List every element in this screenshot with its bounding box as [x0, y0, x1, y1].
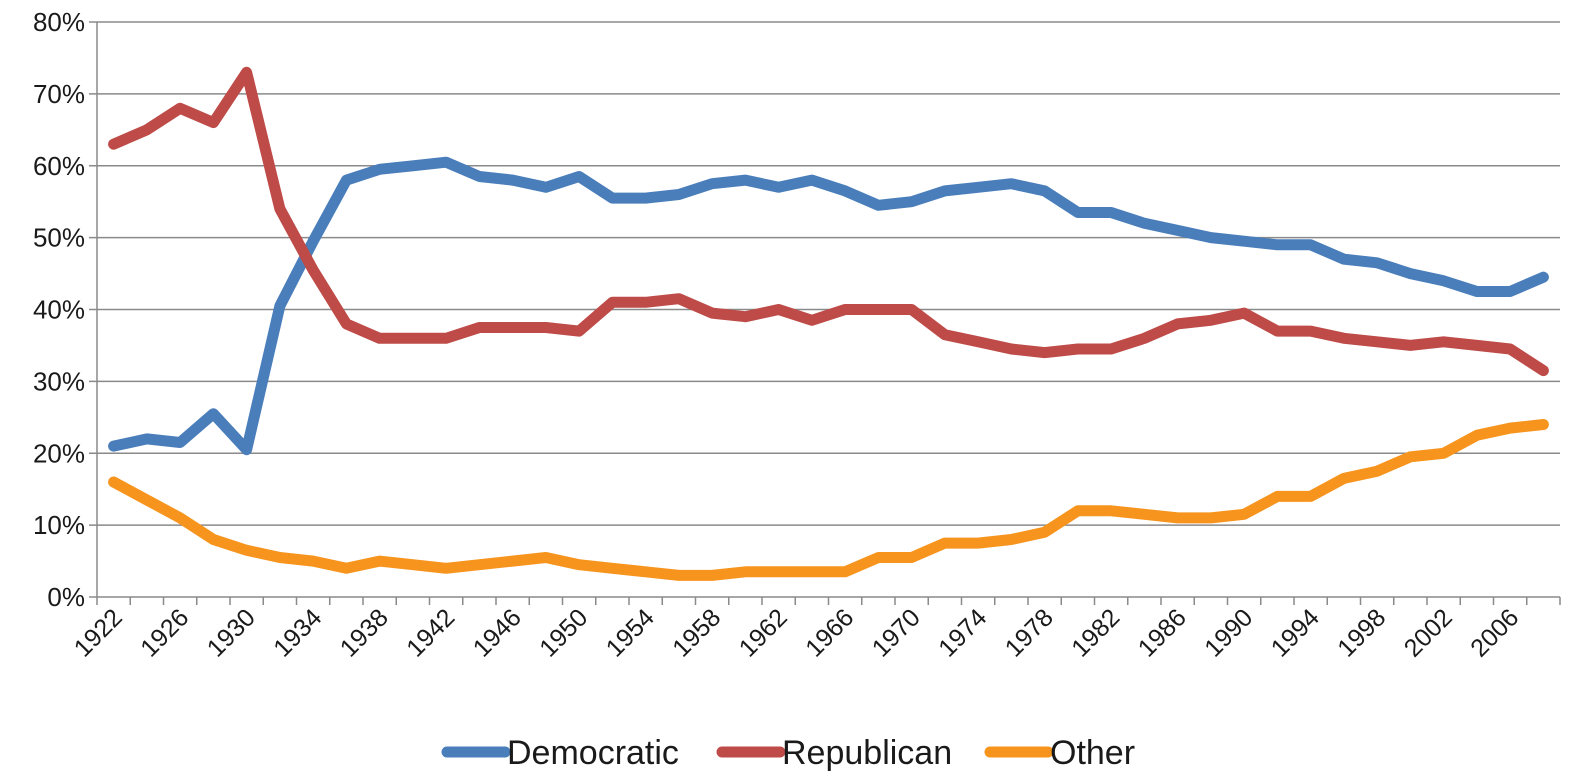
y-tick-label: 60% — [33, 151, 85, 181]
legend-label: Republican — [782, 734, 952, 772]
x-tick-label: 1926 — [135, 603, 194, 662]
x-tick-label: 1950 — [534, 603, 593, 662]
x-tick-label: 1958 — [667, 603, 726, 662]
x-tick-label: 1986 — [1133, 603, 1192, 662]
x-tick-label: 2002 — [1399, 603, 1458, 662]
legend-item-other: Other — [984, 734, 1135, 772]
y-tick-label: 50% — [33, 223, 85, 253]
y-axis-ticks: 0% 10% 20% 30% 40% 50% 60% 70% 80% — [33, 7, 97, 612]
x-tick-label: 2006 — [1465, 603, 1524, 662]
x-tick-label: 1942 — [401, 603, 460, 662]
y-tick-label: 80% — [33, 7, 85, 37]
legend: Democratic Republican Other — [441, 734, 1135, 772]
x-tick-label: 1974 — [933, 603, 992, 662]
y-tick-label: 20% — [33, 438, 85, 468]
series-line-other — [108, 419, 1549, 581]
y-tick-label: 40% — [33, 295, 85, 325]
x-axis-ticks: 1922 1926 1930 1934 1938 1942 1946 1950 1954 1958… — [69, 597, 1561, 663]
x-tick-label: 1998 — [1332, 603, 1391, 662]
x-tick-label: 1990 — [1199, 603, 1258, 662]
y-tick-label: 0% — [47, 582, 85, 612]
x-tick-label: 1962 — [734, 603, 793, 662]
x-tick-label: 1922 — [69, 603, 128, 662]
x-tick-label: 1946 — [468, 603, 527, 662]
legend-item-republican: Republican — [716, 734, 952, 772]
legend-label: Democratic — [507, 734, 679, 772]
legend-item-democratic: Democratic — [441, 734, 679, 772]
legend-label: Other — [1050, 734, 1135, 772]
x-tick-label: 1938 — [335, 603, 394, 662]
x-tick-label: 1970 — [867, 603, 926, 662]
x-tick-label: 1930 — [202, 603, 261, 662]
series-line-republican — [108, 66, 1549, 377]
x-tick-label: 1934 — [268, 603, 327, 662]
x-tick-label: 1954 — [601, 603, 660, 662]
x-tick-label: 1982 — [1066, 603, 1125, 662]
series-lines — [108, 66, 1549, 581]
y-tick-label: 30% — [33, 366, 85, 396]
y-tick-label: 70% — [33, 79, 85, 109]
x-tick-label: 1994 — [1266, 603, 1325, 662]
y-tick-label: 10% — [33, 510, 85, 540]
x-tick-label: 1966 — [800, 603, 859, 662]
x-tick-label: 1978 — [1000, 603, 1059, 662]
series-line-democratic — [108, 156, 1549, 456]
